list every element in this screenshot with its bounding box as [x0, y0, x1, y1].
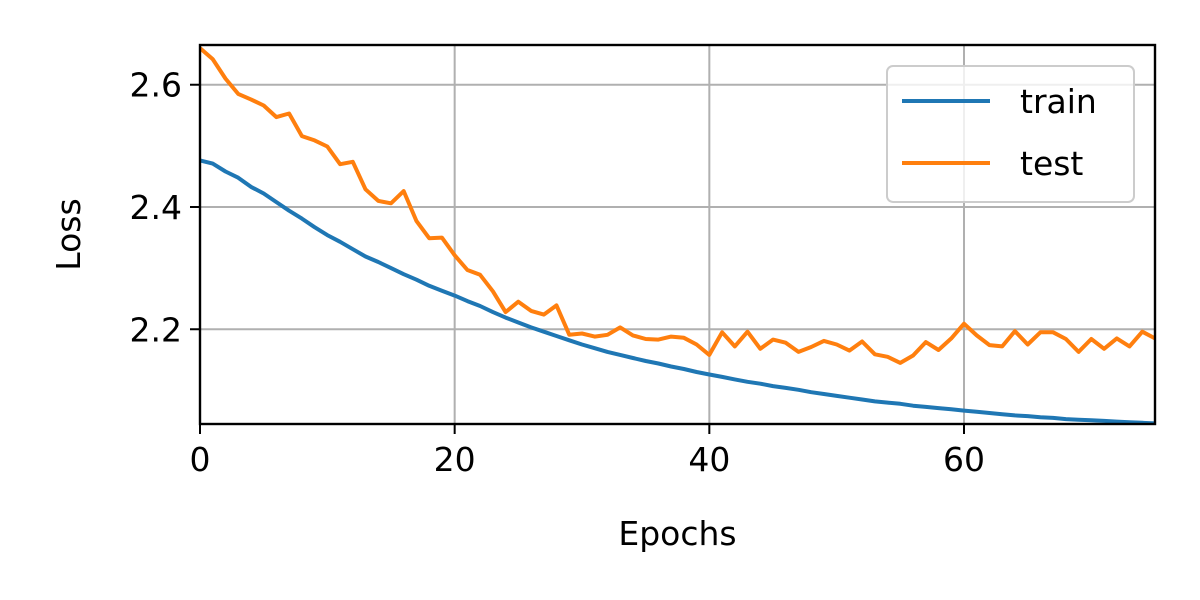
x-tick-label: 40 — [688, 440, 730, 479]
y-tick-label: 2.6 — [130, 66, 182, 105]
x-tick-label: 60 — [943, 440, 985, 479]
y-axis-title: Loss — [49, 198, 88, 270]
series-lines — [200, 46, 1155, 424]
legend: train test — [886, 65, 1135, 203]
series-line-test — [200, 46, 1155, 365]
plot-frame — [198, 43, 1157, 426]
series-line-train — [200, 158, 1155, 424]
x-axis-title: Epochs — [618, 514, 736, 553]
x-tick-label: 20 — [434, 440, 476, 479]
legend-box — [886, 65, 1135, 203]
axis-ticks: 0 20 40 60 2.2 2.4 2.6 — [130, 66, 985, 479]
x-tick-label: 0 — [190, 440, 211, 479]
y-tick-label: 2.2 — [130, 310, 182, 349]
y-tick-label: 2.4 — [130, 188, 182, 227]
legend-label-train: train — [1020, 82, 1097, 121]
legend-label-test: test — [1020, 144, 1083, 183]
